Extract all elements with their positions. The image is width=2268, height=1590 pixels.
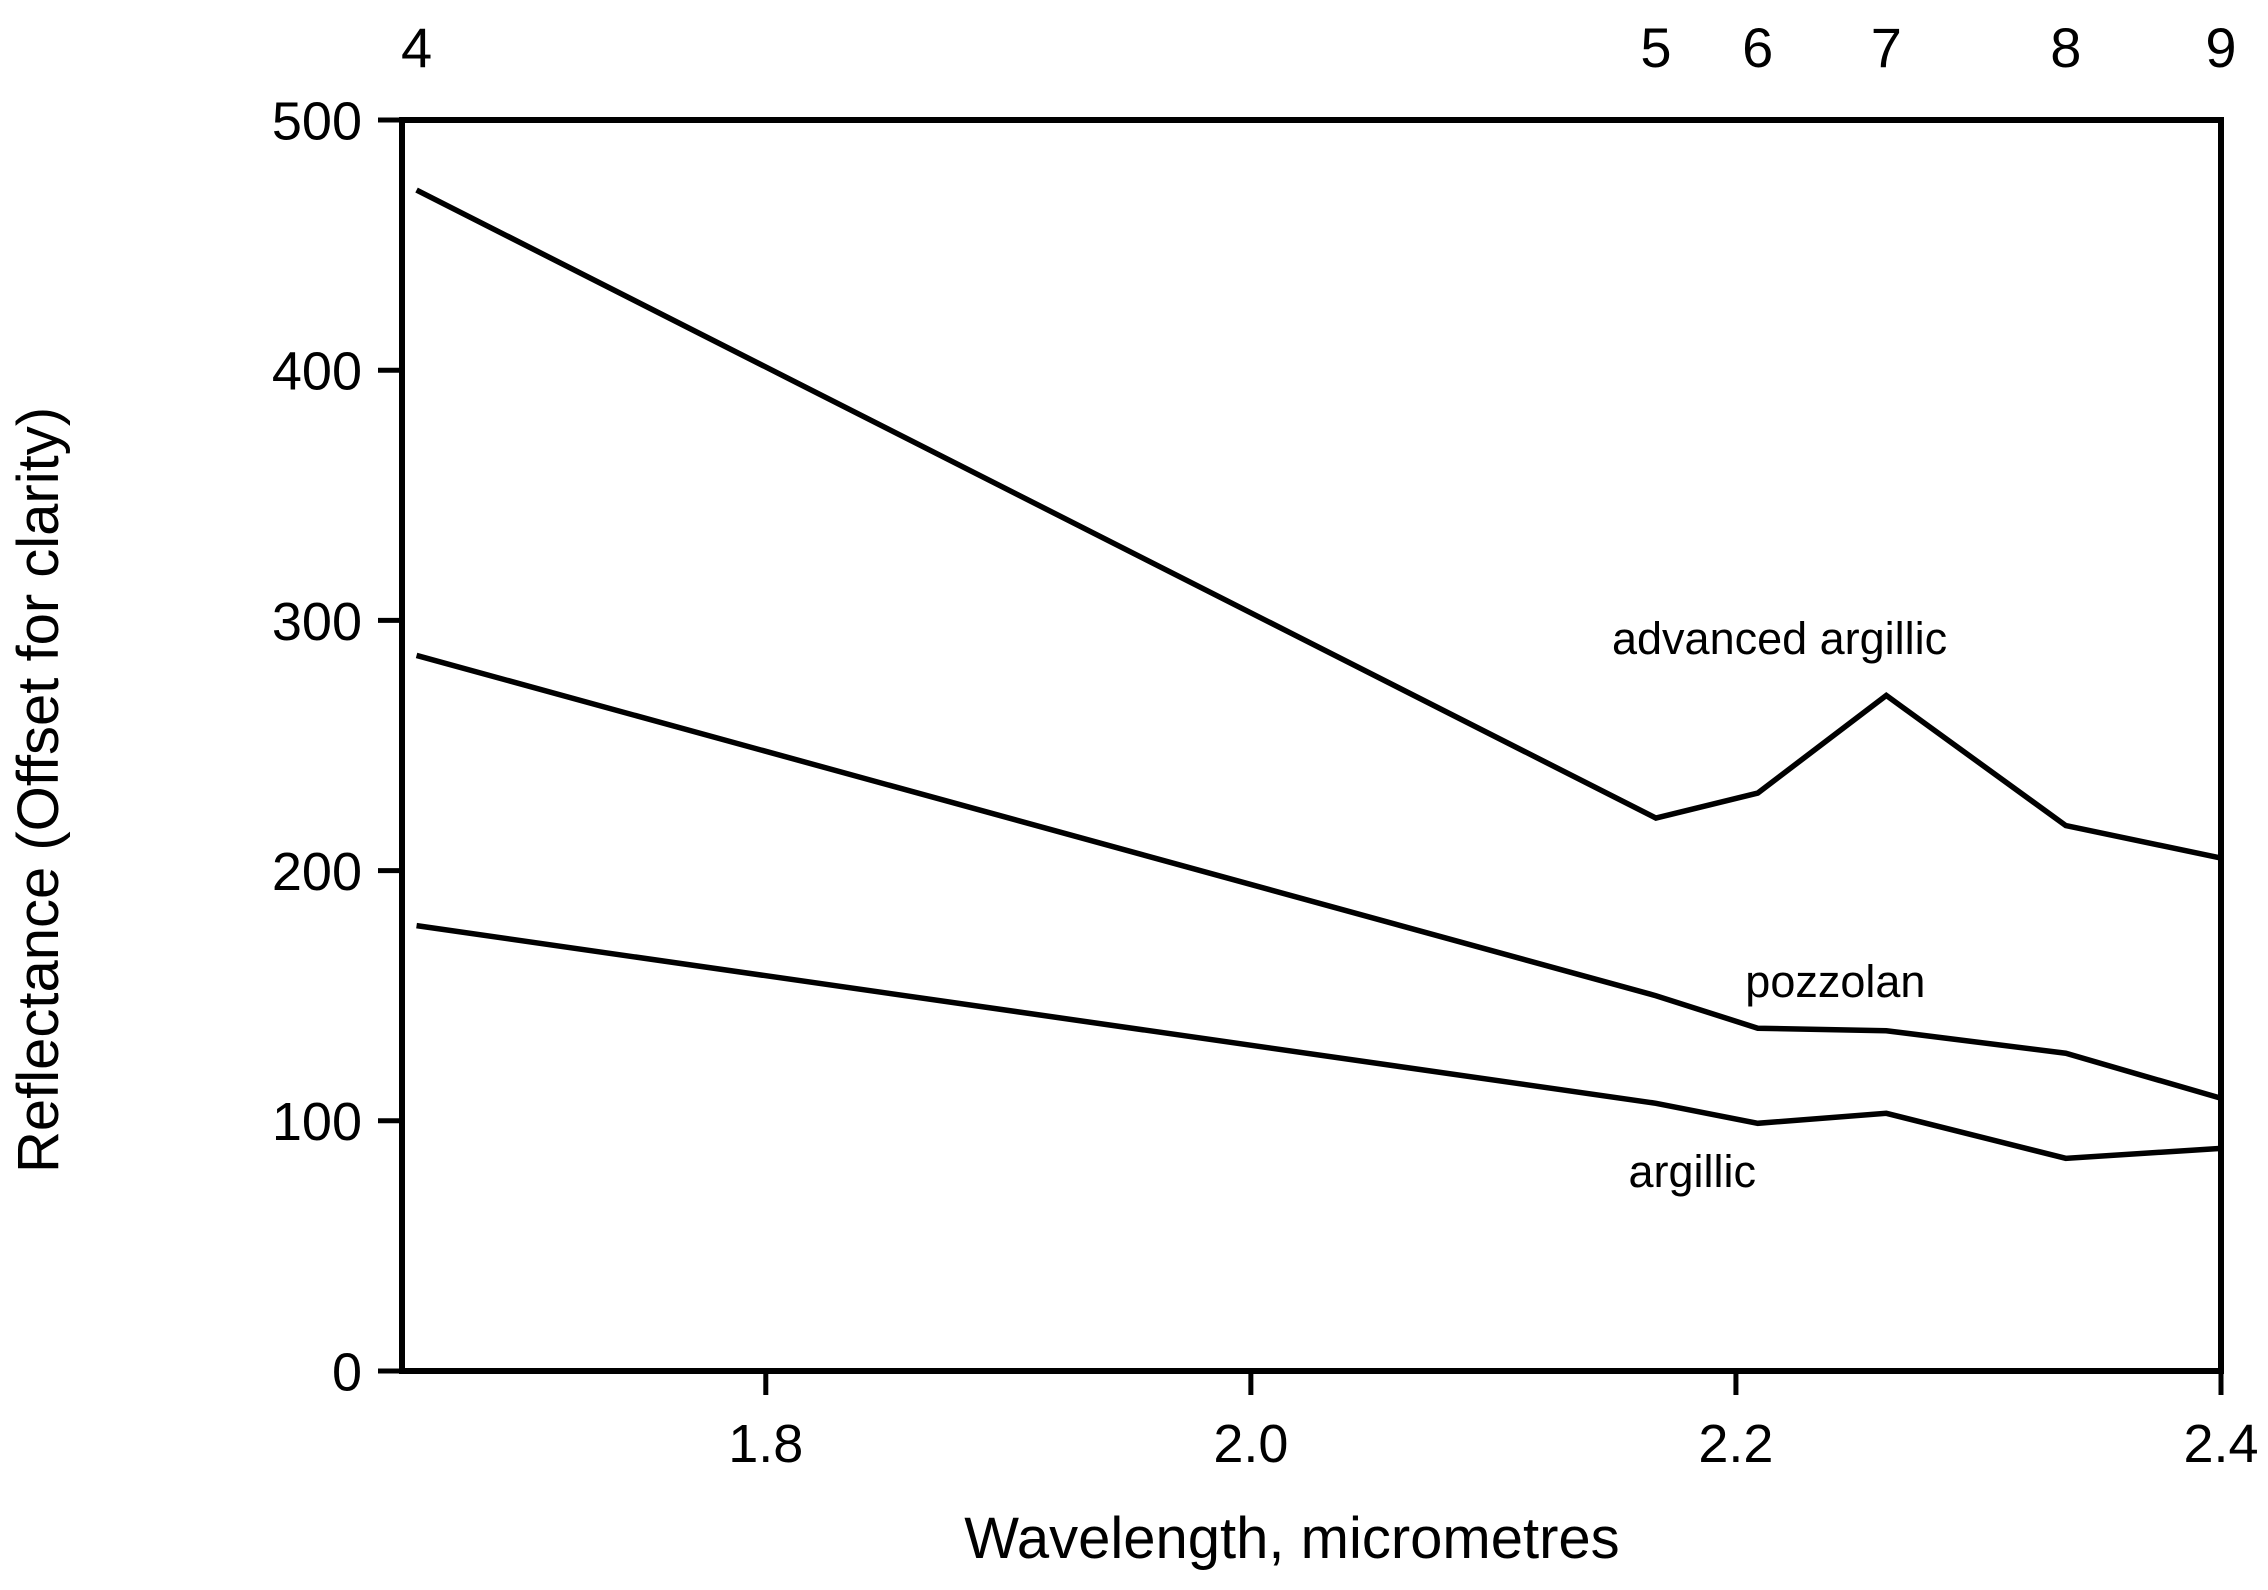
top-axis-label: 8 xyxy=(2050,16,2081,79)
x-tick-label: 2.2 xyxy=(1698,1414,1773,1474)
y-axis-ticks: 0 100 200 300 400 500 xyxy=(272,91,402,1402)
series-line-argillic xyxy=(416,922,2222,1162)
top-axis-label: 7 xyxy=(1871,16,1902,79)
top-axis-label: 5 xyxy=(1640,16,1671,79)
top-axis-label: 4 xyxy=(401,16,432,79)
top-axis-band-labels: 4 5 6 7 8 9 xyxy=(401,16,2237,79)
series-line-advanced-argillic xyxy=(415,187,2222,861)
y-tick-label: 500 xyxy=(272,91,362,151)
series-lines xyxy=(415,187,2222,1162)
top-axis-label: 9 xyxy=(2205,16,2236,79)
series-line-pozzolan xyxy=(415,652,2222,1101)
x-tick-label: 1.8 xyxy=(728,1414,803,1474)
y-tick-label: 0 xyxy=(332,1342,362,1402)
x-tick-label: 2.0 xyxy=(1213,1414,1288,1474)
annotation-pozzolan: pozzolan xyxy=(1745,956,1925,1007)
y-tick-label: 200 xyxy=(272,842,362,902)
annotation-advanced-argillic: advanced argillic xyxy=(1612,613,1947,664)
x-axis-title: Wavelength, micrometres xyxy=(964,1506,1619,1571)
y-tick-label: 300 xyxy=(272,592,362,652)
top-axis-label: 6 xyxy=(1742,16,1773,79)
x-tick-label: 2.4 xyxy=(2183,1414,2258,1474)
y-axis-title: Reflectance (Offset for clarity) xyxy=(6,407,71,1173)
annotation-argillic: argillic xyxy=(1629,1146,1757,1197)
x-axis-ticks: 1.8 2.0 2.2 2.4 xyxy=(728,1371,2259,1474)
y-tick-label: 400 xyxy=(272,342,362,402)
y-tick-label: 100 xyxy=(272,1092,362,1152)
plot-frame xyxy=(399,117,2224,1374)
